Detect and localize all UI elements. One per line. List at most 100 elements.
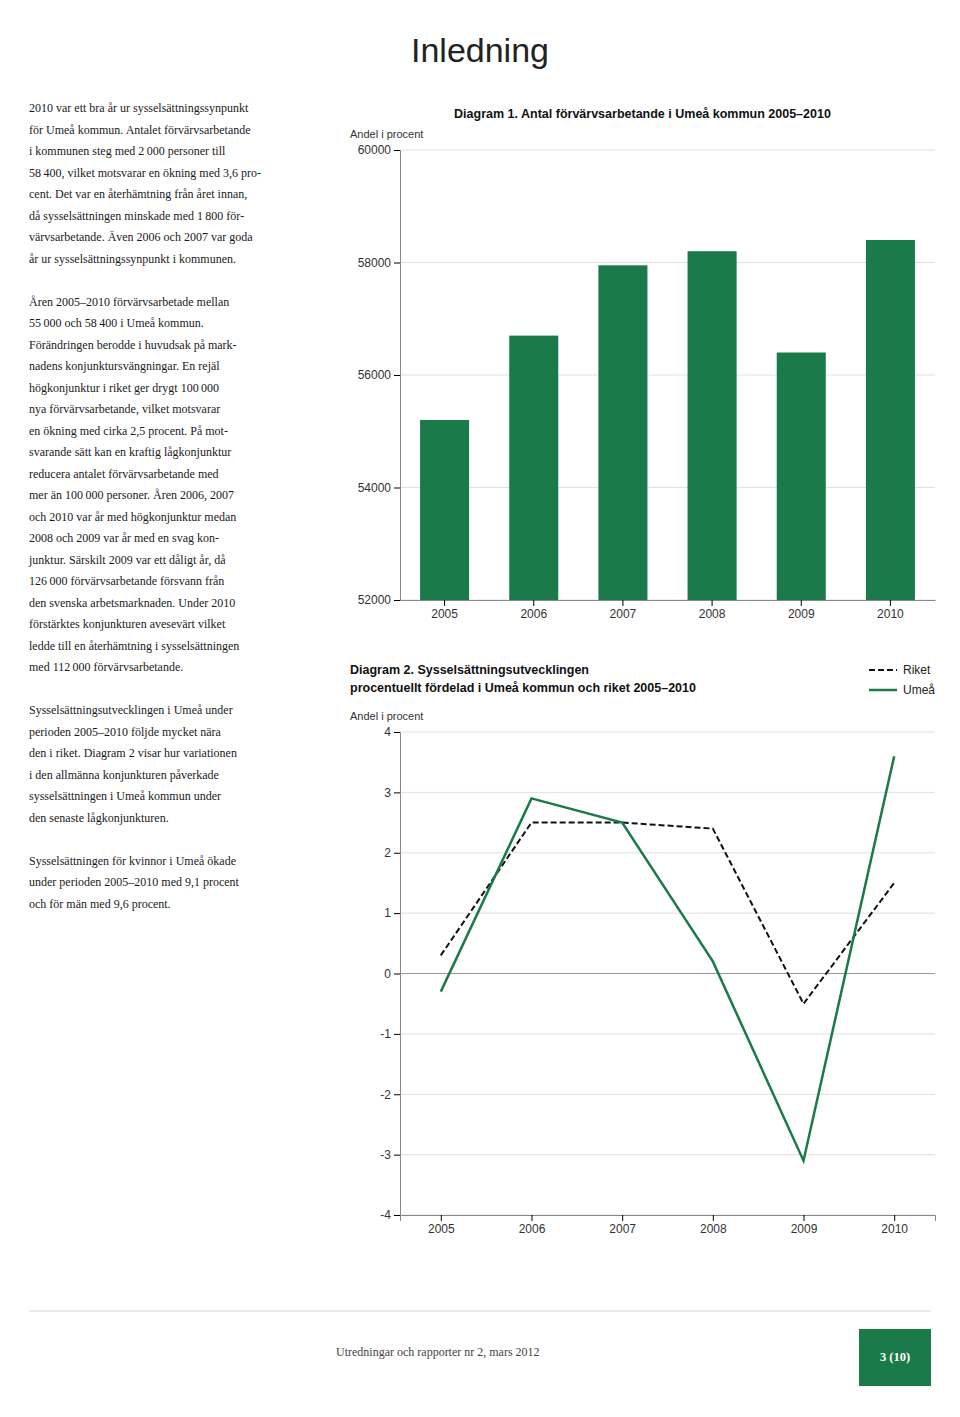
tick: 2009 xyxy=(788,600,815,621)
tick-label: 2009 xyxy=(788,607,815,621)
tick-label: 52000 xyxy=(358,593,392,607)
tick-mark xyxy=(394,150,400,151)
body-line: och 2010 var år med högkonjunktur medan xyxy=(29,510,236,524)
body-line: junktur. Särskilt 2009 var ett dåligt år… xyxy=(28,553,226,567)
body-line: i kommunen steg med 2 000 personer till xyxy=(29,144,226,158)
page-number: 3 (10) xyxy=(880,1350,910,1364)
tick-mark xyxy=(394,1034,400,1035)
tick-label: 2008 xyxy=(700,1222,727,1236)
axis-domain xyxy=(401,600,936,601)
body-line: den senaste lågkonjunkturen. xyxy=(29,811,169,825)
tick: 2008 xyxy=(700,1215,727,1236)
legend: RiketUmeå xyxy=(869,663,935,697)
body-line: perioden 2005–2010 följde mycket nära xyxy=(29,725,222,739)
tick: 2009 xyxy=(791,1215,818,1236)
tick-mark xyxy=(394,488,400,489)
body-line: och för män med 9,6 procent. xyxy=(29,897,171,911)
body-line: under perioden 2005–2010 med 9,1 procent xyxy=(29,875,240,889)
tick-mark xyxy=(713,1215,714,1221)
tick-label: 2 xyxy=(384,846,391,860)
axis: -4-3-2-101234 xyxy=(380,725,400,1222)
body-line: nya förvärvsarbetande, vilket motsvarar xyxy=(29,402,220,416)
tick-mark xyxy=(533,600,534,606)
tick-label: 56000 xyxy=(358,368,392,382)
tick: 2 xyxy=(384,846,400,860)
grid-line xyxy=(400,262,935,263)
grid xyxy=(400,150,935,600)
body-line: Förändringen berodde i huvudsak på mark- xyxy=(29,338,237,352)
tick: 2010 xyxy=(881,1215,908,1236)
grid-line xyxy=(400,1154,935,1155)
bar xyxy=(598,265,647,600)
tick-mark xyxy=(394,732,400,733)
axis: 52000 54000 56000 58000 60000 xyxy=(358,143,401,607)
tick: 0 xyxy=(384,967,400,981)
tick: -1 xyxy=(380,1027,400,1041)
tick-label: 2009 xyxy=(791,1222,818,1236)
tick-mark xyxy=(394,375,400,376)
body-line: 2010 var ett bra år ur sysselsättningssy… xyxy=(29,101,249,115)
legend-swatch xyxy=(869,669,897,671)
tick-mark xyxy=(394,1155,400,1156)
axis-domain xyxy=(394,733,401,1216)
tick-mark xyxy=(394,974,400,975)
tick: 56000 xyxy=(358,368,400,382)
tick-label: 2006 xyxy=(520,607,547,621)
tick: 2010 xyxy=(877,600,904,621)
grid-line xyxy=(400,600,935,601)
tick-mark xyxy=(801,600,802,606)
tick-mark xyxy=(394,792,400,793)
grid-line xyxy=(400,1094,935,1095)
tick-label: 2010 xyxy=(877,607,904,621)
bar xyxy=(777,353,826,601)
body-text: 2010 var ett bra år ur sysselsättningssy… xyxy=(28,101,261,911)
tick-label: 58000 xyxy=(358,256,392,270)
body-line: Sysselsättningsutvecklingen i Umeå under xyxy=(29,703,233,717)
tick-mark xyxy=(441,1215,442,1221)
grid-line xyxy=(400,375,935,376)
tick-mark xyxy=(890,600,891,606)
axis-title: Andel i procent xyxy=(350,710,423,722)
grid-line xyxy=(400,487,935,488)
tick-label: 0 xyxy=(384,967,391,981)
tick: 2005 xyxy=(431,600,458,621)
bar xyxy=(688,251,737,600)
page: Inledning2010 var ett bra år ur sysselsä… xyxy=(0,0,960,1417)
body-line: svarande sätt kan en kraftig lågkonjunkt… xyxy=(29,445,231,459)
body-line: 58 400, vilket motsvarar en ökning med 3… xyxy=(29,166,261,180)
tick-label: 2008 xyxy=(699,607,726,621)
body-line: Sysselsättningen för kvinnor i Umeå ökad… xyxy=(29,854,236,868)
tick: 2007 xyxy=(609,1215,636,1236)
body-line: för Umeå kommun. Antalet förvärvsarbetan… xyxy=(29,123,251,137)
tick-label: 1 xyxy=(384,906,391,920)
tick: 54000 xyxy=(358,481,400,495)
tick-label: 2007 xyxy=(609,1222,636,1236)
legend-label: Umeå xyxy=(903,683,935,697)
tick: -2 xyxy=(380,1088,400,1102)
body-line: värvsarbetande. Även 2006 och 2007 var g… xyxy=(29,230,253,244)
tick-mark xyxy=(622,1215,623,1221)
plot-area xyxy=(441,756,894,1161)
tick-label: 54000 xyxy=(358,481,392,495)
chart: Diagram 2. Sysselsättningsutvecklingenpr… xyxy=(350,663,936,1236)
tick-label: -1 xyxy=(380,1027,391,1041)
tick: 2005 xyxy=(428,1215,455,1236)
axis: 2005 2006 2007 2008 2009 2010 xyxy=(401,600,936,621)
page-number-box xyxy=(859,1329,931,1386)
tick: 58000 xyxy=(358,256,400,270)
legend-item: Umeå xyxy=(869,683,935,697)
tick-label: 60000 xyxy=(358,143,392,157)
grid-line xyxy=(400,913,935,914)
series-line xyxy=(441,823,894,1004)
tick: 60000 xyxy=(358,143,400,157)
grid-line xyxy=(400,852,935,853)
grid-line xyxy=(400,792,935,793)
tick-label: 2010 xyxy=(881,1222,908,1236)
tick-label: 2007 xyxy=(610,607,637,621)
tick-label: -2 xyxy=(380,1088,391,1102)
axis-title: Andel i procent xyxy=(350,128,423,140)
body-line: förstärktes konjunkturen avesevärt vilke… xyxy=(29,617,226,631)
tick-mark xyxy=(444,600,445,606)
chart-title: Diagram 1. Antal förvärvsarbetande i Ume… xyxy=(454,107,831,121)
tick-mark xyxy=(394,913,400,914)
